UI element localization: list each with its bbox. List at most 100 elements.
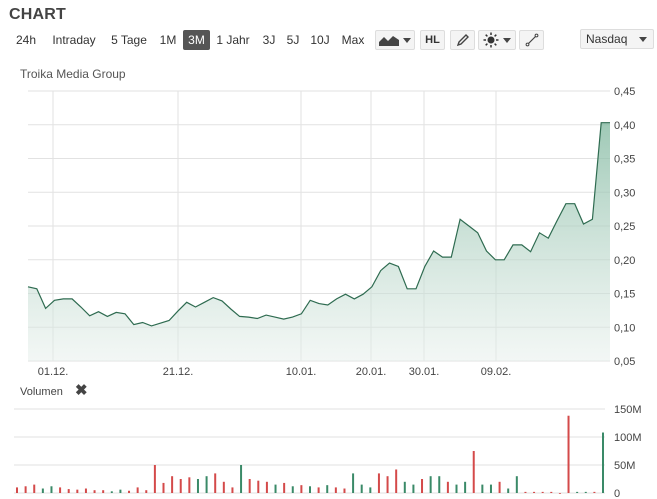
volume-bar (162, 482, 165, 493)
volume-bar (369, 487, 372, 493)
price-point (477, 232, 479, 234)
price-point (459, 218, 461, 220)
range-5-tage[interactable]: 5 Tage (111, 33, 147, 47)
volume-bar (67, 489, 70, 493)
volume-bar (317, 487, 320, 493)
range-1-jahr[interactable]: 1 Jahr (216, 33, 250, 47)
price-point (97, 311, 99, 313)
price-point (397, 265, 399, 267)
price-point (36, 288, 38, 290)
price-point (194, 306, 196, 308)
price-x-tick-label: 01.12. (38, 366, 69, 378)
volume-label: Volumen (20, 386, 63, 398)
volume-bar (472, 451, 475, 493)
price-point (415, 288, 417, 290)
price-point (62, 298, 64, 300)
pencil-icon (456, 34, 469, 47)
price-x-tick-label: 21.12. (163, 366, 194, 378)
volume-bar (231, 487, 234, 493)
chevron-down-icon (403, 37, 411, 43)
volume-bar (558, 493, 561, 494)
volume-bar (326, 485, 329, 493)
volume-bar (360, 484, 363, 493)
volume-bar (257, 480, 260, 493)
range-1m[interactable]: 1M (159, 33, 177, 47)
price-point (556, 219, 558, 221)
price-point (238, 315, 240, 317)
price-point (89, 315, 91, 317)
volume-bar (309, 486, 311, 493)
volume-bar (602, 432, 604, 493)
theme-button[interactable] (478, 30, 516, 50)
volume-bar (59, 487, 62, 493)
line-tool-button[interactable] (519, 30, 544, 50)
volume-bar (403, 481, 406, 493)
price-point (327, 304, 329, 306)
sun-icon (483, 32, 499, 48)
price-point (371, 286, 373, 288)
draw-button[interactable] (450, 30, 475, 50)
price-point (124, 313, 126, 315)
volume-bar (395, 469, 398, 493)
range-24h[interactable]: 24h (15, 33, 37, 47)
range-10j[interactable]: 10J (310, 33, 330, 47)
price-point (380, 269, 382, 271)
price-point (133, 323, 135, 325)
volume-bar (265, 481, 268, 493)
price-y-tick-label: 0,10 (614, 322, 635, 334)
price-point (265, 314, 267, 316)
volume-bar (248, 479, 251, 493)
volume-bar (576, 491, 579, 493)
volume-bar (16, 487, 18, 493)
price-point (529, 250, 531, 252)
volume-bar (438, 476, 441, 493)
price-point (168, 319, 170, 321)
volume-bar (352, 473, 355, 493)
price-point (141, 321, 143, 323)
range-5j[interactable]: 5J (286, 33, 300, 47)
price-x-tick-label: 20.01. (356, 366, 387, 378)
range-intraday[interactable]: Intraday (52, 33, 96, 47)
volume-bar (455, 484, 458, 493)
chevron-down-icon (639, 37, 647, 42)
price-point (600, 122, 602, 124)
price-point (335, 298, 337, 300)
company-name: Troika Media Group (20, 67, 126, 81)
price-point (71, 298, 73, 300)
price-point (106, 315, 108, 317)
price-point (247, 316, 249, 318)
chart-section-title: CHART (9, 6, 66, 23)
price-point (512, 244, 514, 246)
hl-button[interactable]: HL (420, 30, 445, 50)
volume-bar (84, 488, 87, 493)
price-y-tick-label: 0,25 (614, 221, 635, 233)
exchange-select[interactable]: Nasdaq (580, 29, 654, 49)
exchange-select-value: Nasdaq (586, 32, 628, 46)
volume-bar (205, 476, 208, 493)
range-max[interactable]: Max (341, 33, 365, 47)
range-3j[interactable]: 3J (262, 33, 276, 47)
volume-bar (33, 484, 36, 493)
price-point (450, 256, 452, 258)
close-x-icon[interactable]: ✖ (75, 382, 88, 399)
volume-bar (421, 479, 424, 493)
price-x-tick-label: 09.02. (481, 366, 512, 378)
price-y-tick-label: 0,40 (614, 120, 635, 132)
price-point (256, 317, 258, 319)
volume-bar (507, 488, 510, 493)
volume-bar (489, 484, 492, 493)
price-point (115, 311, 117, 313)
range-3m[interactable]: 3M (183, 30, 210, 50)
volume-bar (343, 488, 346, 493)
volume-bar (533, 491, 536, 493)
price-point (521, 244, 523, 246)
volume-bar (222, 481, 225, 493)
price-point (503, 259, 505, 261)
price-point (186, 301, 188, 303)
volume-bar (300, 485, 303, 493)
price-point (27, 286, 29, 288)
price-point (300, 313, 302, 315)
price-point (44, 307, 46, 309)
chart-type-button[interactable] (375, 30, 415, 50)
